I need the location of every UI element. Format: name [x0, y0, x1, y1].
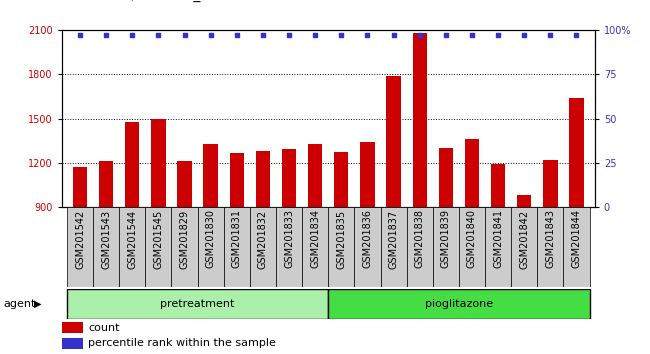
Text: GSM201543: GSM201543 [101, 210, 111, 269]
Point [388, 32, 398, 37]
Text: count: count [88, 322, 120, 332]
Bar [569, 98, 584, 207]
Text: GSM201839: GSM201839 [441, 210, 451, 268]
Point [545, 32, 556, 37]
Text: GSM201545: GSM201545 [153, 210, 163, 269]
Point [362, 32, 372, 37]
Bar [67, 289, 328, 319]
Bar [62, 338, 83, 349]
Bar [407, 207, 433, 287]
Bar [354, 207, 380, 287]
Bar [229, 153, 244, 207]
Point [179, 32, 190, 37]
Bar [73, 167, 87, 207]
Text: GSM201841: GSM201841 [493, 210, 503, 268]
Text: GSM201837: GSM201837 [389, 210, 398, 269]
Bar [517, 195, 532, 207]
Point [493, 32, 503, 37]
Bar [413, 33, 427, 207]
Bar [386, 76, 401, 207]
Bar [491, 164, 505, 207]
Bar [380, 207, 407, 287]
Point [415, 32, 425, 37]
Bar [250, 207, 276, 287]
Point [75, 32, 85, 37]
Bar [177, 161, 192, 207]
Point [205, 32, 216, 37]
Bar [564, 207, 590, 287]
Bar [334, 152, 348, 207]
Text: GSM201834: GSM201834 [310, 210, 320, 268]
Bar [125, 121, 140, 207]
Bar [538, 207, 564, 287]
Bar [543, 160, 558, 207]
Point [153, 32, 164, 37]
Bar [459, 207, 485, 287]
Bar [302, 207, 328, 287]
Text: GSM201830: GSM201830 [205, 210, 216, 268]
Text: GSM201835: GSM201835 [336, 210, 346, 269]
Bar [99, 161, 113, 207]
Text: GDS4132 / 223092_at: GDS4132 / 223092_at [62, 0, 214, 2]
Bar [224, 207, 250, 287]
Bar [276, 207, 302, 287]
Bar [328, 207, 354, 287]
Point [284, 32, 294, 37]
Point [310, 32, 320, 37]
Point [519, 32, 529, 37]
Point [127, 32, 138, 37]
Text: pioglitazone: pioglitazone [425, 298, 493, 309]
Text: GSM201840: GSM201840 [467, 210, 477, 268]
Bar [360, 142, 374, 207]
Text: GSM201838: GSM201838 [415, 210, 424, 268]
Bar [328, 289, 590, 319]
Bar [146, 207, 172, 287]
Text: GSM201833: GSM201833 [284, 210, 294, 268]
Text: GSM201842: GSM201842 [519, 210, 529, 269]
Point [467, 32, 477, 37]
Text: GSM201829: GSM201829 [179, 210, 190, 269]
Bar [465, 139, 479, 207]
Text: ▶: ▶ [34, 298, 42, 309]
Bar [433, 207, 459, 287]
Bar [308, 144, 322, 207]
Bar [67, 207, 93, 287]
Text: percentile rank within the sample: percentile rank within the sample [88, 338, 276, 348]
Text: pretreatment: pretreatment [161, 298, 235, 309]
Bar [93, 207, 119, 287]
Point [336, 32, 346, 37]
Point [231, 32, 242, 37]
Bar [485, 207, 511, 287]
Point [441, 32, 451, 37]
Bar [172, 207, 198, 287]
Point [101, 32, 111, 37]
Text: agent: agent [3, 298, 36, 309]
Bar [62, 322, 83, 333]
Bar [151, 119, 166, 207]
Point [258, 32, 268, 37]
Text: GSM201844: GSM201844 [571, 210, 582, 268]
Text: GSM201843: GSM201843 [545, 210, 555, 268]
Text: GSM201544: GSM201544 [127, 210, 137, 269]
Bar [203, 144, 218, 207]
Text: GSM201832: GSM201832 [258, 210, 268, 269]
Bar [255, 151, 270, 207]
Text: GSM201836: GSM201836 [363, 210, 372, 268]
Bar [439, 148, 453, 207]
Text: GSM201831: GSM201831 [232, 210, 242, 268]
Text: GSM201542: GSM201542 [75, 210, 85, 269]
Bar [119, 207, 146, 287]
Bar [511, 207, 538, 287]
Bar [282, 149, 296, 207]
Bar [198, 207, 224, 287]
Point [571, 32, 582, 37]
